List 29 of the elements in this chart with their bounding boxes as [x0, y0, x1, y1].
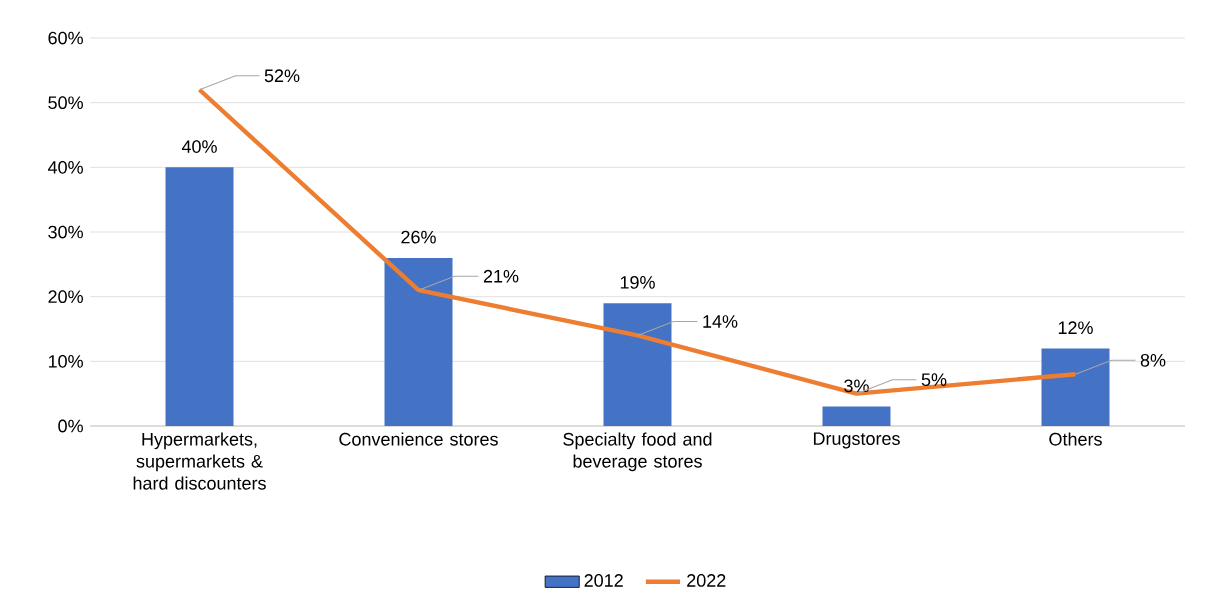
x-tick-label: Others	[1049, 432, 1102, 446]
legend-label: 2022	[687, 574, 726, 587]
x-tick-label: Convenience stores	[339, 432, 498, 446]
data-label: 14%	[703, 315, 738, 328]
data-label: 3%	[844, 379, 869, 393]
y-tick-label: 10%	[48, 354, 83, 368]
bar	[603, 303, 672, 426]
data-label: 26%	[401, 230, 436, 244]
bar	[822, 406, 891, 426]
data-label: 5%	[921, 373, 947, 387]
x-tick-label: Drugstores	[813, 432, 900, 449]
y-tick-label: 20%	[48, 290, 83, 304]
y-tick-label: 0%	[58, 419, 83, 433]
legend-label: 2012	[584, 574, 623, 587]
bar	[1041, 348, 1110, 426]
data-label: 12%	[1058, 321, 1093, 334]
y-tick-label: 40%	[47, 160, 83, 174]
data-label: 8%	[1140, 353, 1166, 367]
y-tick-label: 50%	[48, 96, 83, 110]
y-tick-label: 60%	[48, 31, 83, 45]
x-tick-label: Specialty food and beverage stores	[563, 432, 712, 472]
y-tick-label: 30%	[48, 225, 83, 239]
data-label: 21%	[483, 269, 519, 283]
data-label: 52%	[264, 69, 300, 83]
data-label: 40%	[181, 140, 217, 153]
bar	[165, 167, 234, 426]
data-label: 19%	[620, 275, 655, 289]
x-tick-label: Hypermarkets, supermarkets & hard discounters	[133, 432, 266, 490]
bar	[384, 257, 453, 426]
